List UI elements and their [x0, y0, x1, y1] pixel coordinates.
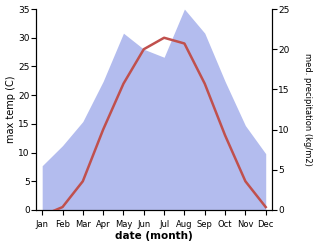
- Y-axis label: max temp (C): max temp (C): [5, 76, 16, 143]
- Y-axis label: med. precipitation (kg/m2): med. precipitation (kg/m2): [303, 53, 313, 166]
- X-axis label: date (month): date (month): [115, 231, 193, 242]
